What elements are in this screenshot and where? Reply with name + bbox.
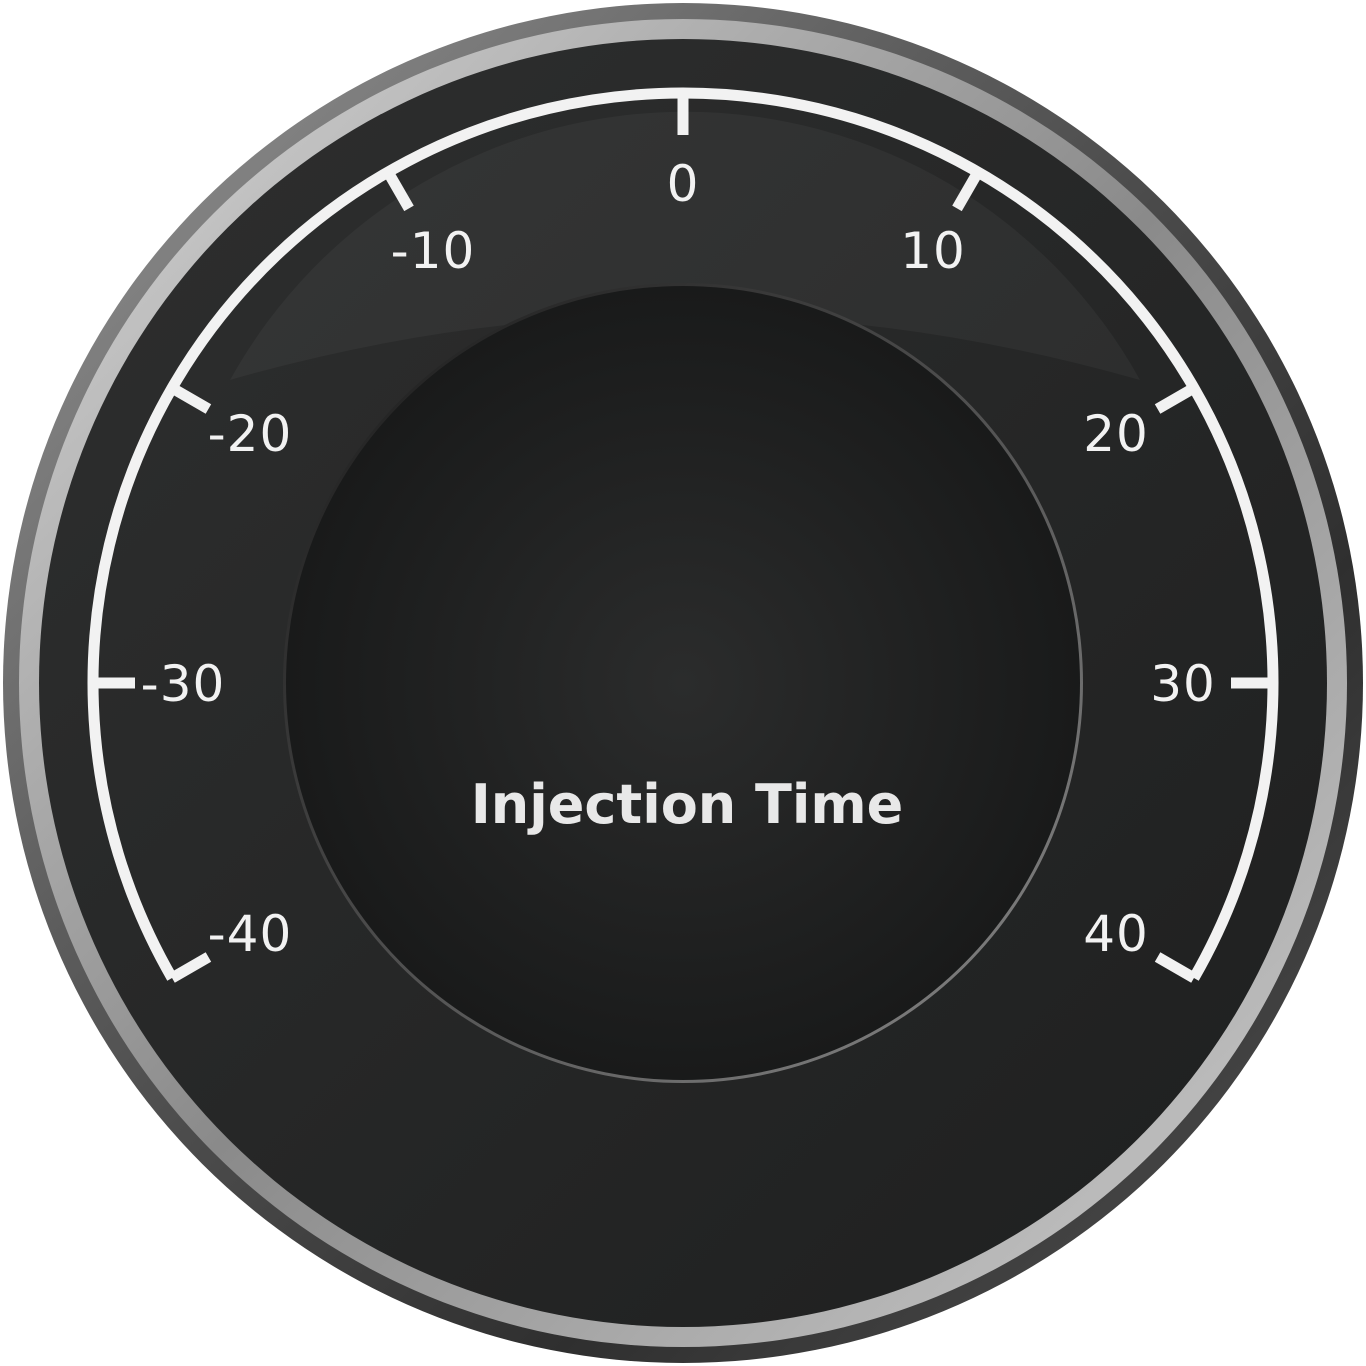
major-tick bbox=[383, 169, 414, 212]
tick-label: 10 bbox=[900, 222, 966, 280]
tick-label: 0 bbox=[667, 155, 700, 213]
major-tick bbox=[952, 169, 983, 212]
tick-label: -30 bbox=[141, 655, 226, 713]
tick-label: 40 bbox=[1083, 905, 1149, 963]
major-tick bbox=[1154, 952, 1197, 983]
scale: -40 -30 -20 -10 0 10 20 30 40 bbox=[87, 87, 1279, 983]
tick-label: -10 bbox=[391, 222, 476, 280]
major-tick bbox=[169, 952, 212, 983]
tick-label: 30 bbox=[1150, 655, 1216, 713]
inner-disc bbox=[286, 286, 1080, 1080]
tick-label: 20 bbox=[1083, 405, 1149, 463]
tick-label: -20 bbox=[208, 405, 293, 463]
major-tick bbox=[169, 383, 212, 414]
face-highlight bbox=[230, 111, 1140, 380]
tick-label: -40 bbox=[208, 905, 293, 963]
gauge-title: Injection Time bbox=[471, 773, 904, 836]
major-tick bbox=[1154, 383, 1197, 414]
